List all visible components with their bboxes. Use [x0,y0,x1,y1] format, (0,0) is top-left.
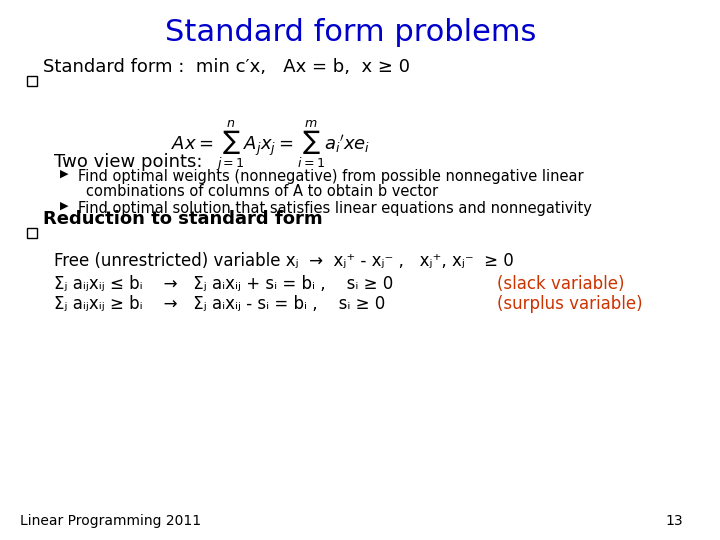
Text: 13: 13 [665,514,683,528]
Text: $Ax = \sum_{j=1}^{n} A_j x_j = \sum_{i=1}^{m} a_i{}'xe_i$: $Ax = \sum_{j=1}^{n} A_j x_j = \sum_{i=1… [171,118,370,173]
Text: Two view points:: Two view points: [53,153,202,171]
Bar [27,228,37,238]
Text: Standard form :  min c′x,   Ax = b,  x ≥ 0: Standard form : min c′x, Ax = b, x ≥ 0 [43,58,410,76]
Text: Σⱼ aᵢⱼxᵢⱼ ≥ bᵢ    →   Σⱼ aᵢxᵢⱼ - sᵢ = bᵢ ,    sᵢ ≥ 0: Σⱼ aᵢⱼxᵢⱼ ≥ bᵢ → Σⱼ aᵢxᵢⱼ - sᵢ = bᵢ , sᵢ… [53,295,395,313]
Text: (slack variable): (slack variable) [498,275,625,293]
Text: (surplus variable): (surplus variable) [498,295,643,313]
Text: Linear Programming 2011: Linear Programming 2011 [19,514,201,528]
Text: Σⱼ aᵢⱼxᵢⱼ ≤ bᵢ    →   Σⱼ aᵢxᵢⱼ + sᵢ = bᵢ ,    sᵢ ≥ 0: Σⱼ aᵢⱼxᵢⱼ ≤ bᵢ → Σⱼ aᵢxᵢⱼ + sᵢ = bᵢ , sᵢ… [53,275,403,293]
Text: combinations of columns of A to obtain b vector: combinations of columns of A to obtain b… [86,184,438,199]
Text: ▶: ▶ [60,169,69,179]
Text: ▶: ▶ [60,201,69,211]
Text: Find optimal solution that satisfies linear equations and nonnegativity: Find optimal solution that satisfies lin… [78,201,592,216]
Text: Free (unrestricted) variable xⱼ  →  xⱼ⁺ - xⱼ⁻ ,   xⱼ⁺, xⱼ⁻  ≥ 0: Free (unrestricted) variable xⱼ → xⱼ⁺ - … [53,252,513,270]
Text: Standard form problems: Standard form problems [166,18,536,47]
Bar [27,76,37,86]
Text: Reduction to standard form: Reduction to standard form [43,210,323,228]
Text: Find optimal weights (nonnegative) from possible nonnegative linear: Find optimal weights (nonnegative) from … [78,169,584,184]
